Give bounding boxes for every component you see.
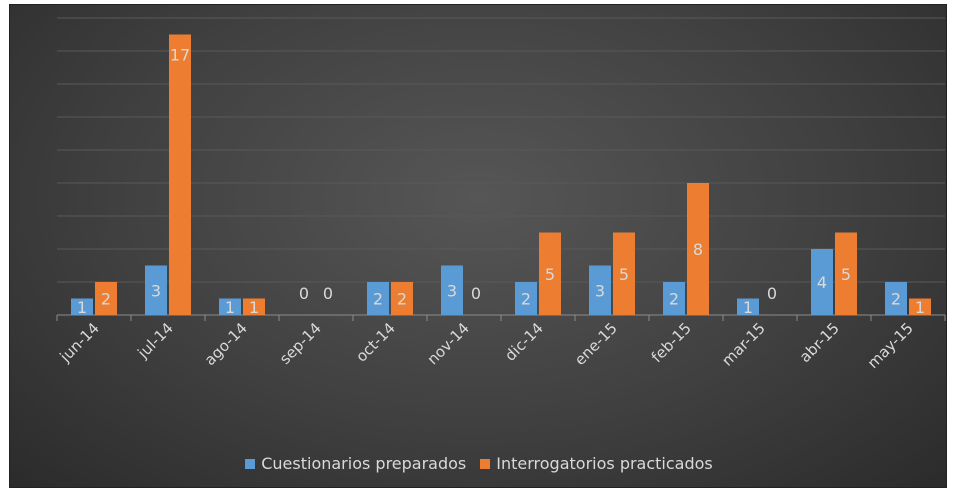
data-label: 5	[841, 265, 851, 284]
data-label: 17	[170, 46, 190, 65]
x-tick-label: may-15	[864, 319, 917, 372]
chart-area: 1 2 jun-14 3 17 jul-14 1 1 ago-14 0 0 sep-14 2 2 oct-1…	[9, 4, 947, 488]
x-tick-label: jul-14	[133, 319, 176, 362]
data-label: 2	[891, 290, 901, 309]
data-label: 3	[151, 281, 161, 300]
legend-label-interrogatorios: Interrogatorios practicados	[496, 454, 713, 473]
data-label: 2	[521, 290, 531, 309]
bar-interrogatorios-dic-14	[539, 232, 561, 315]
data-label: 1	[225, 298, 235, 317]
bar-cuestionarios-jul-14	[145, 265, 167, 315]
data-label: 2	[669, 290, 679, 309]
x-tick-label: ene-15	[571, 319, 621, 369]
data-label: 5	[545, 265, 555, 284]
data-label: 8	[693, 240, 703, 259]
data-label: 0	[299, 284, 309, 303]
bar-cuestionarios-ago-14	[219, 298, 241, 315]
bar-interrogatorios-feb-15	[687, 183, 709, 315]
data-label: 1	[743, 298, 753, 317]
bar-interrogatorios-jun-14	[95, 282, 117, 315]
data-label: 2	[101, 290, 111, 309]
bar-interrogatorios-may-15	[909, 298, 931, 315]
legend-swatch-cuestionarios	[245, 458, 256, 469]
bar-interrogatorios-ene-15	[613, 232, 635, 315]
bar-cuestionarios-may-15	[885, 282, 907, 315]
x-tick-label: sep-14	[276, 319, 325, 368]
x-tick-label: jun-14	[56, 319, 103, 366]
bar-cuestionarios-nov-14	[441, 265, 463, 315]
bar-interrogatorios-oct-14	[391, 282, 413, 315]
x-tick-label: feb-15	[648, 319, 695, 366]
bar-interrogatorios-ago-14	[243, 298, 265, 315]
data-label: 1	[77, 298, 87, 317]
legend-label-cuestionarios: Cuestionarios preparados	[261, 454, 467, 473]
bar-cuestionarios-mar-15	[737, 298, 759, 315]
bar-cuestionarios-jun-14	[71, 298, 93, 315]
data-label: 0	[471, 284, 481, 303]
bar-interrogatorios-abr-15	[835, 232, 857, 315]
legend-swatch-interrogatorios	[480, 458, 491, 469]
data-label: 2	[397, 290, 407, 309]
bar-cuestionarios-dic-14	[515, 282, 537, 315]
x-tick-label: mar-15	[718, 319, 769, 370]
x-tick-label: dic-14	[501, 319, 547, 365]
data-label: 4	[817, 273, 827, 292]
x-tick-label: abr-15	[796, 319, 843, 366]
data-label: 3	[447, 281, 457, 300]
legend-item-cuestionarios: Cuestionarios preparados	[245, 454, 466, 473]
data-label: 0	[767, 284, 777, 303]
bar-cuestionarios-feb-15	[663, 282, 685, 315]
bar-interrogatorios-jul-14	[169, 34, 191, 315]
data-label: 1	[249, 298, 259, 317]
bar-cuestionarios-oct-14	[367, 282, 389, 315]
bar-cuestionarios-abr-15	[811, 249, 833, 315]
x-tick-label: nov-14	[424, 319, 473, 368]
data-label: 5	[619, 265, 629, 284]
data-label: 1	[915, 298, 925, 317]
x-tick-label: ago-14	[201, 319, 251, 369]
data-label: 0	[323, 284, 333, 303]
legend-item-interrogatorios: Interrogatorios practicados	[480, 454, 713, 473]
x-tick-label: oct-14	[352, 319, 399, 366]
legend: Cuestionarios preparados Interrogatorios…	[10, 454, 948, 473]
data-label: 3	[595, 281, 605, 300]
bar-cuestionarios-ene-15	[589, 265, 611, 315]
data-label: 2	[373, 290, 383, 309]
